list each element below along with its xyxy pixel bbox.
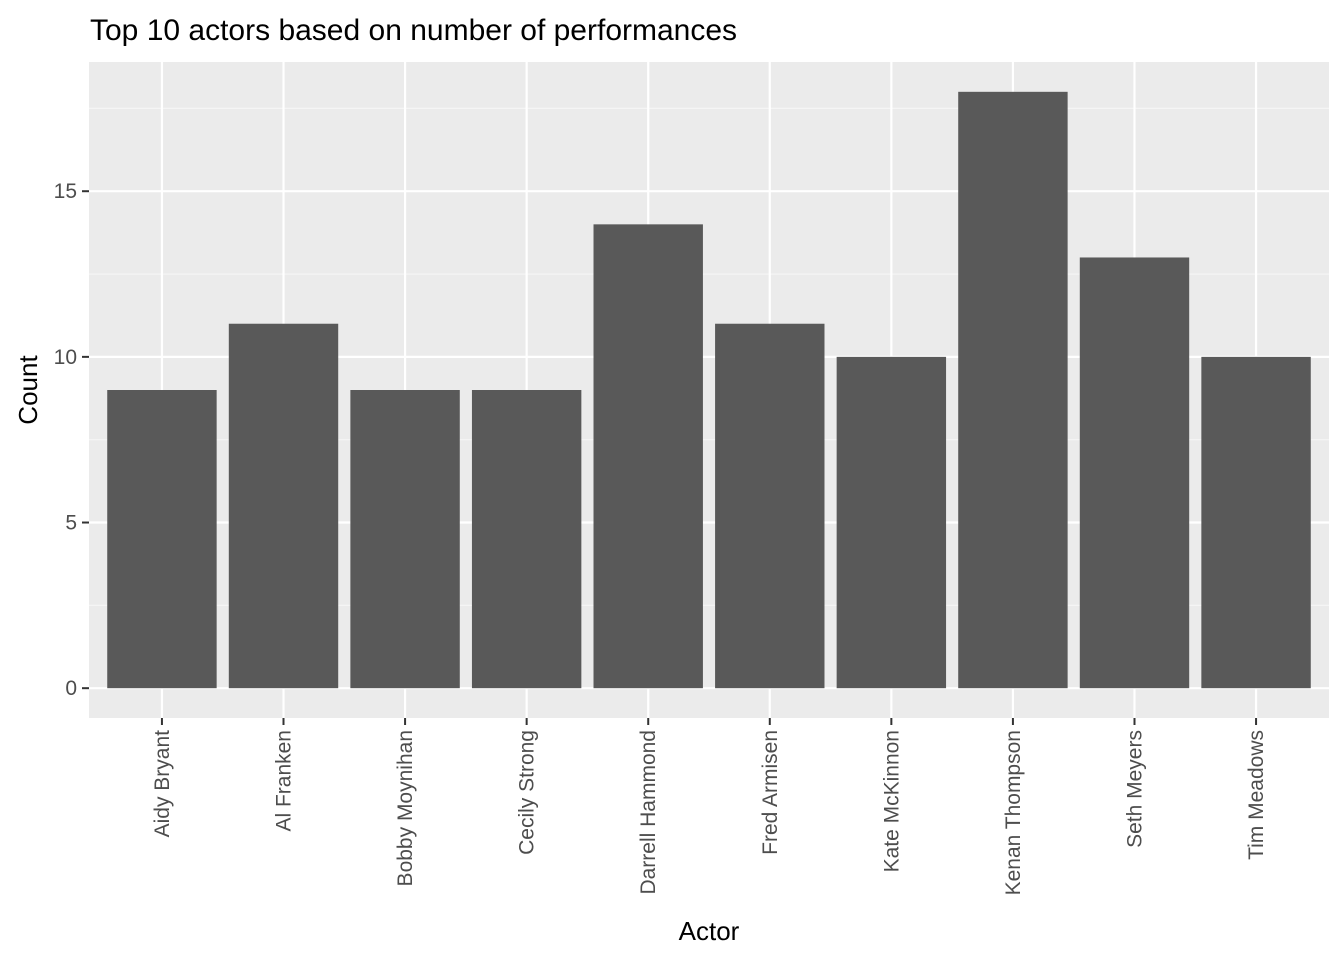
bar <box>593 224 703 689</box>
x-axis-title: Actor <box>679 916 740 946</box>
y-tick-label: 10 <box>54 346 77 369</box>
bar <box>471 390 582 689</box>
x-tick-label: Aidy Bryant <box>151 730 174 838</box>
x-tick-label: Cecily Strong <box>516 730 539 855</box>
x-tick-label: Tim Meadows <box>1245 730 1268 860</box>
y-tick-label: 5 <box>65 512 77 535</box>
bar <box>1079 257 1190 689</box>
x-axis: Aidy Bryant Al Franken Bobby Moynihan Cecil… <box>151 718 1268 895</box>
y-tick-label: 15 <box>54 180 77 203</box>
bar <box>350 390 460 689</box>
x-tick-label: Al Franken <box>273 730 296 832</box>
chart-title: Top 10 actors based on number of perform… <box>90 14 737 47</box>
bar <box>836 356 947 689</box>
bar <box>228 323 339 689</box>
bar <box>107 390 217 689</box>
bar <box>958 91 1068 689</box>
bar <box>715 323 825 689</box>
y-tick-label: 0 <box>65 677 77 700</box>
x-tick-label: Seth Meyers <box>1123 730 1146 848</box>
y-axis-title: Count <box>13 355 43 425</box>
x-tick-label: Bobby Moynihan <box>394 730 417 886</box>
bars <box>107 91 1311 689</box>
x-tick-label: Darrell Hammond <box>637 730 660 895</box>
bar <box>1201 356 1311 689</box>
x-tick-label: Kate McKinnon <box>880 730 903 872</box>
x-tick-label: Kenan Thompson <box>1002 730 1025 895</box>
y-axis: 0 5 10 15 <box>54 180 89 700</box>
x-tick-label: Fred Armisen <box>759 730 782 855</box>
